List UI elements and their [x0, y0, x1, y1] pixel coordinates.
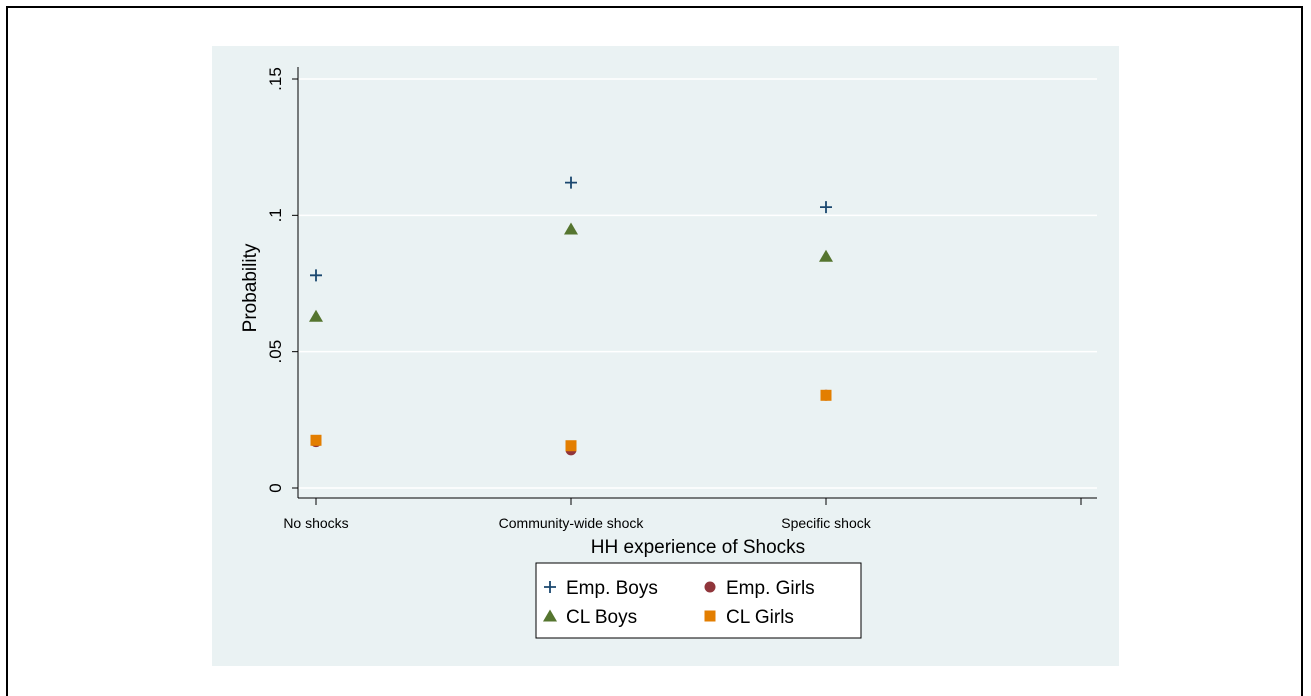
legend-marker-cl-boys	[543, 609, 557, 622]
legend-label-emp-girls: Emp. Girls	[726, 578, 815, 599]
emp-boys-point	[820, 201, 832, 214]
legend-label-emp-boys: Emp. Boys	[566, 578, 658, 599]
x-tick-label: Specific shock	[781, 515, 871, 531]
cl-boys-point	[309, 309, 323, 322]
y-tick-label: .15	[266, 67, 285, 91]
y-tick-label: .05	[266, 340, 285, 364]
emp-boys-point	[310, 269, 322, 282]
cl-boys-point	[819, 249, 833, 262]
plot-region	[298, 67, 1097, 488]
y-axis-ticks: 0 .05 .1 .15	[266, 67, 298, 493]
cl-girls-point	[820, 389, 832, 401]
legend: Emp. Boys Emp. Girls CL Boys CL Girls	[535, 562, 862, 639]
x-tick-label: Community-wide shock	[499, 515, 645, 531]
x-axis-label: HH experience of Shocks	[591, 537, 805, 558]
y-tick-label: .1	[266, 208, 285, 222]
legend-items: Emp. Boys Emp. Girls CL Boys CL Girls	[543, 578, 815, 628]
gridlines	[298, 78, 1097, 489]
data-points	[309, 176, 833, 456]
cl-girls-point	[310, 434, 322, 446]
legend-marker-emp-boys	[544, 581, 556, 593]
cl-girls-point	[565, 440, 577, 452]
emp-boys-point	[565, 176, 577, 189]
legend-marker-cl-girls	[704, 610, 716, 622]
legend-box	[535, 562, 862, 639]
legend-label-cl-girls: CL Girls	[726, 607, 794, 628]
axes	[297, 67, 1097, 499]
x-axis-ticks: No shocks Community-wide shock Specific sh…	[283, 498, 1082, 531]
cl-boys-point	[564, 222, 578, 235]
y-axis-label: Probability	[240, 243, 261, 332]
y-tick-label: 0	[266, 483, 285, 492]
x-tick-label: No shocks	[283, 515, 348, 531]
legend-label-cl-boys: CL Boys	[566, 607, 637, 628]
legend-marker-emp-girls	[704, 581, 716, 593]
